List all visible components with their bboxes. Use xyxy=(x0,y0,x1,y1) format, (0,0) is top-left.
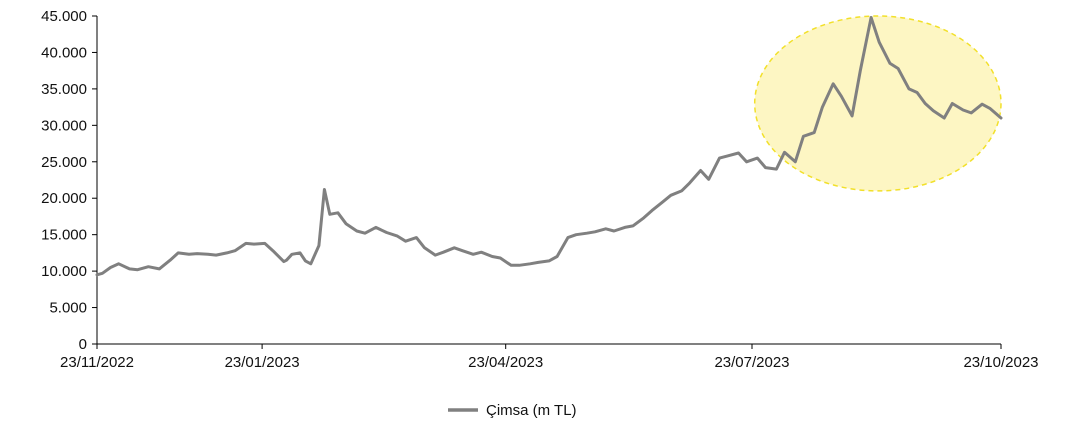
y-tick-label: 25.000 xyxy=(41,154,87,171)
highlight-ellipse xyxy=(753,15,1002,192)
y-tick-label: 30.000 xyxy=(41,117,87,134)
y-tick-label: 45.000 xyxy=(41,8,87,25)
y-tick-label: 10.000 xyxy=(41,263,87,280)
axes-layer: 0 5.000 10.000 15.000 20.000 25.000 30.000 35.0… xyxy=(41,8,1038,371)
y-tick-label: 40.000 xyxy=(41,44,87,61)
y-tick-label: 5.000 xyxy=(49,300,87,317)
series-layer xyxy=(95,16,1003,277)
legend-label: Çimsa (m TL) xyxy=(486,402,577,419)
x-tick-label: 23/07/2023 xyxy=(714,354,789,371)
x-tick-label: 23/11/2022 xyxy=(60,354,134,371)
series-line xyxy=(95,16,1003,277)
y-tick-label: 0 xyxy=(79,336,87,353)
highlight-layer xyxy=(753,15,1002,192)
x-tick-label: 23/04/2023 xyxy=(468,354,543,371)
x-tick-label: 23/01/2023 xyxy=(225,354,300,371)
legend: Çimsa (m TL) xyxy=(448,402,577,419)
y-tick-label: 15.000 xyxy=(41,227,87,244)
y-tick-label: 35.000 xyxy=(41,81,87,98)
x-tick-label: 23/10/2023 xyxy=(963,354,1038,371)
y-tick-label: 20.000 xyxy=(41,190,87,207)
